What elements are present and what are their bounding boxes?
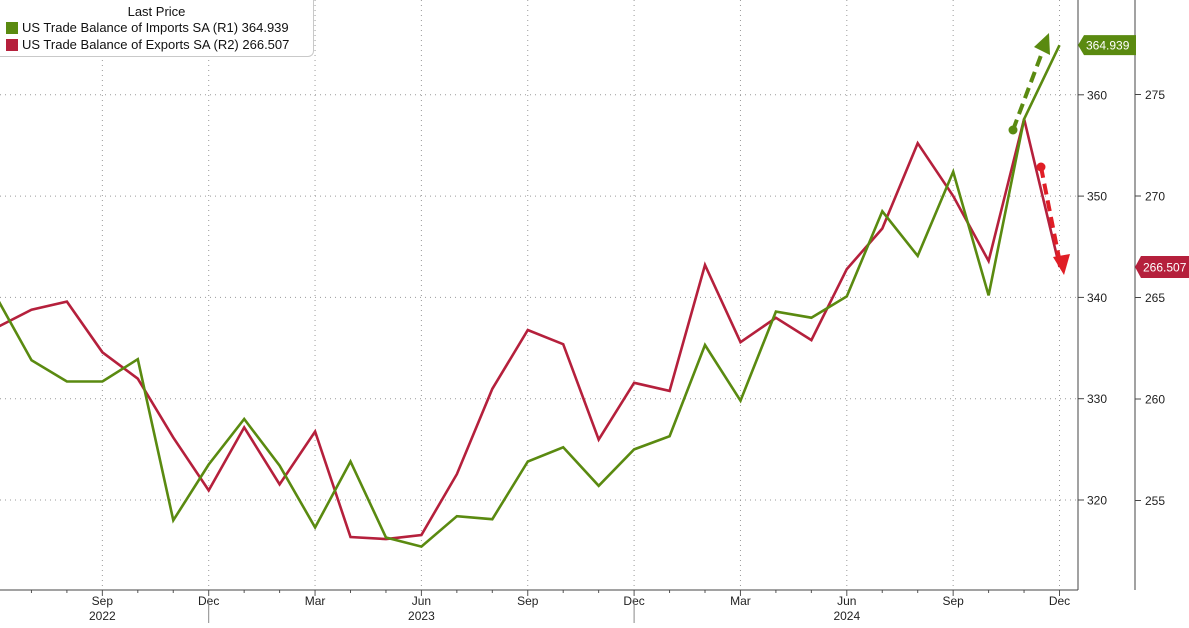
badge-imports (1078, 35, 1136, 56)
legend: Last Price US Trade Balance of Imports S… (0, 0, 314, 57)
legend-entry-exports: US Trade Balance of Exports SA (R2) 266.… (6, 37, 289, 52)
series-lines (0, 44, 1061, 549)
arrow-up-shaft (1011, 49, 1045, 131)
legend-swatch-exports (6, 38, 18, 51)
badge-exports (1135, 256, 1189, 279)
x-tick-label: Sep (942, 594, 964, 608)
annotation-arrows (1008, 33, 1070, 275)
badge-imports-label: 364.939 (1086, 39, 1130, 53)
legend-label-exports: US Trade Balance of Exports SA (R2) 266.… (22, 37, 290, 52)
x-tick-label: Jun (837, 594, 856, 608)
x-tick-label: Dec (1049, 594, 1070, 608)
r2-tick-label: 270 (1145, 190, 1165, 204)
r2-tick-label: 275 (1145, 88, 1165, 102)
r1-tick-label: 350 (1087, 190, 1107, 204)
x-tick-label: Jun (412, 594, 431, 608)
gridlines (0, 0, 1078, 590)
arrow-down-shaft (1039, 166, 1061, 259)
last-value-badges: 364.939 266.507 (1078, 35, 1189, 279)
line-imports (0, 44, 1061, 549)
x-tick-label: Mar (730, 594, 751, 608)
legend-label-imports: US Trade Balance of Imports SA (R1) 364.… (22, 20, 289, 35)
x-year-label: 2022 (89, 609, 116, 623)
x-tick-label: Sep (92, 594, 114, 608)
x-year-label: 2024 (833, 609, 860, 623)
arrow-down-head (1053, 254, 1070, 275)
badge-exports-label: 266.507 (1143, 261, 1187, 275)
r2-tick-label: 255 (1145, 494, 1165, 508)
r2-tick-label: 280 (1145, 0, 1165, 1)
legend-swatch-imports (6, 21, 18, 34)
r1-tick-label: 340 (1087, 291, 1107, 305)
r2-tick-label: 265 (1145, 291, 1165, 305)
legend-entry-imports: US Trade Balance of Imports SA (R1) 364.… (6, 20, 289, 35)
x-tick-label: Sep (517, 594, 539, 608)
x-tick-label: Mar (305, 594, 326, 608)
r1-tick-label: 360 (1087, 88, 1107, 102)
r2-tick-label: 260 (1145, 393, 1165, 407)
arrow-up-head (1034, 33, 1050, 55)
line-exports (0, 118, 1061, 541)
r1-tick-label: 330 (1087, 392, 1107, 406)
arrow-up-start-dot (1008, 125, 1018, 135)
arrow-down-start-dot (1036, 162, 1046, 172)
legend-title: Last Price (127, 4, 186, 19)
r1-tick-label: 320 (1087, 494, 1107, 508)
x-year-label: 2023 (408, 609, 435, 623)
